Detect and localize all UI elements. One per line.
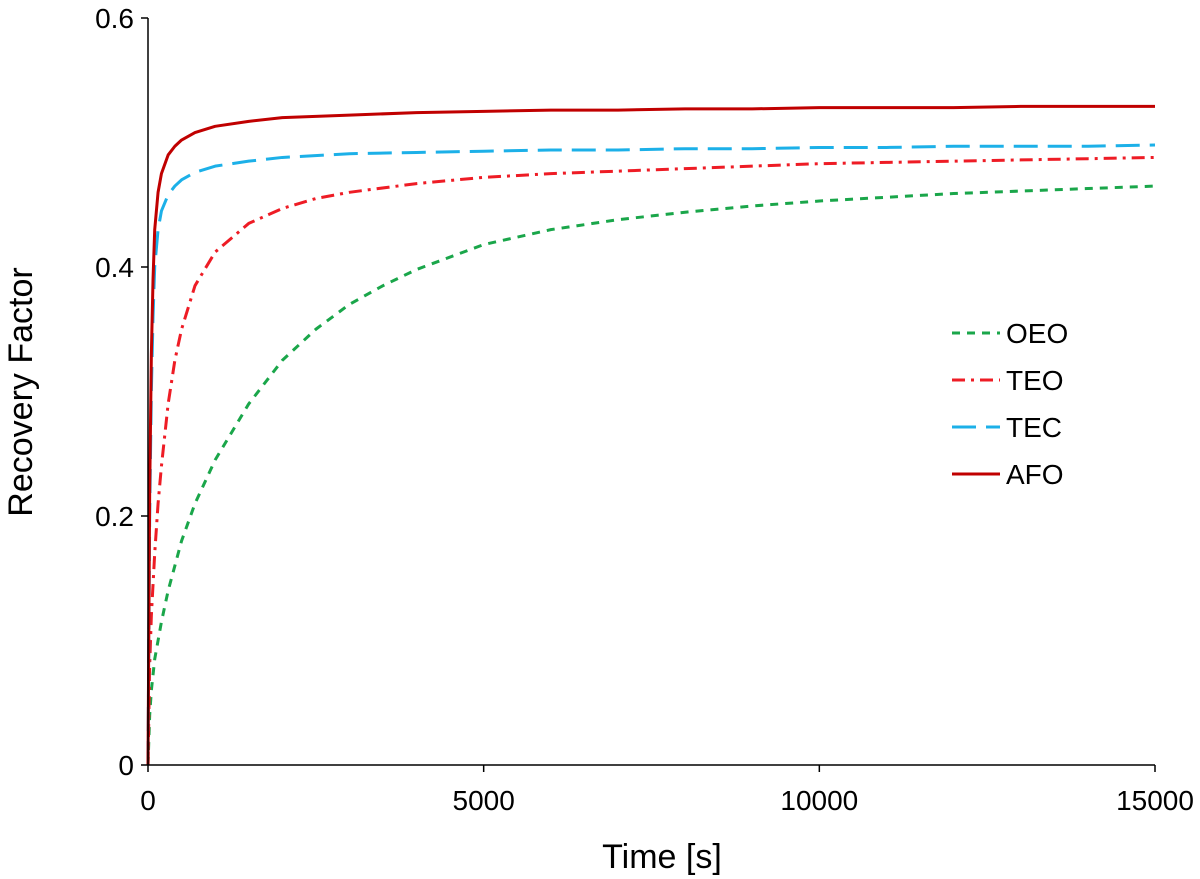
series-line-teo (146, 155, 1156, 766)
y-tick-label: 0.6 (95, 3, 134, 34)
legend-label-teo: TEO (1006, 365, 1064, 396)
series-line-oeo (146, 184, 1156, 766)
legend-label-afo: AFO (1006, 459, 1064, 490)
series-line-tec (146, 143, 1156, 766)
axes-layer (141, 17, 1156, 772)
x-tick-label: 5000 (453, 785, 515, 816)
y-axis-title: Recovery Factor (2, 267, 40, 516)
y-tick-label: 0.2 (95, 501, 134, 532)
series-line-afo (146, 104, 1155, 766)
legend-label-oeo: OEO (1006, 318, 1068, 349)
legend-label-tec: TEC (1006, 412, 1062, 443)
x-tick-label: 10000 (780, 785, 858, 816)
x-axis-title: Time [s] (602, 838, 722, 876)
series-layer (146, 104, 1156, 766)
y-tick-label: 0 (118, 750, 134, 781)
tick-labels: 0 5000 10000 15000 0 0.2 0.4 0.6 (95, 3, 1194, 816)
x-tick-label: 15000 (1116, 785, 1194, 816)
x-tick-label: 0 (140, 785, 156, 816)
y-tick-label: 0.4 (95, 252, 134, 283)
legend: OEO TEO TEC AFO (952, 318, 1068, 490)
